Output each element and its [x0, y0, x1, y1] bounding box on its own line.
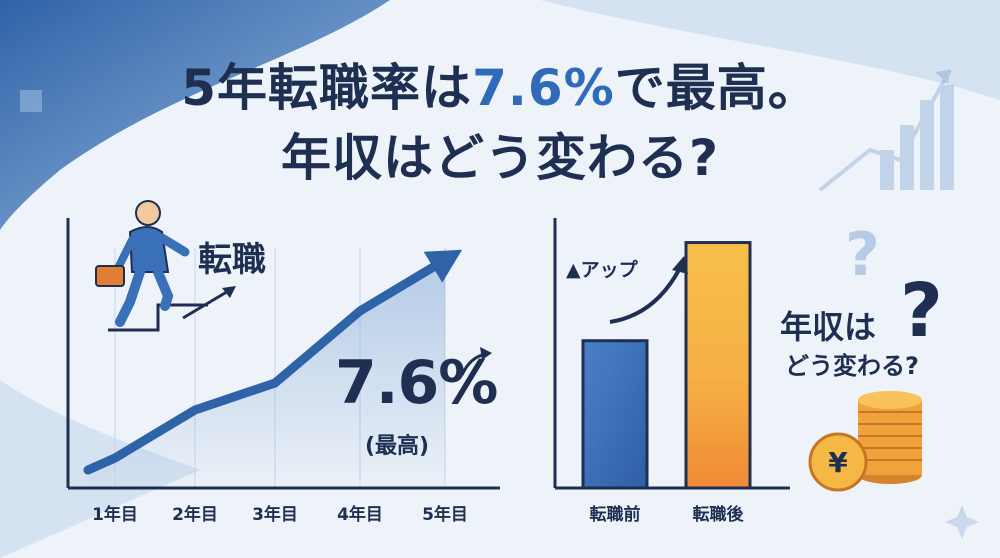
headline: 5年転職率は7.6%で最高。: [0, 48, 1000, 120]
briefcase-icon: [95, 265, 125, 287]
line-chart-x-tick: 2年目: [172, 505, 218, 525]
line-chart-point: [441, 256, 449, 264]
climbing-person-icon: [95, 200, 236, 332]
bg-shape-top-right: [540, 0, 1000, 100]
bg-question-icon: ?: [845, 220, 880, 290]
bg-shape-top-left: [0, 0, 390, 230]
line-chart-x-tick: 5年目: [422, 505, 468, 525]
line-chart-point: [356, 307, 364, 315]
coin-stack-icon: [858, 391, 922, 484]
bar-chart-x-tick: 転職前: [589, 505, 641, 525]
person-label: 転職: [198, 240, 266, 280]
up-label: ▲アップ: [566, 259, 638, 281]
big-question-mark: ?: [900, 268, 943, 354]
up-arrow-head-icon: [672, 256, 688, 274]
headline-text-2: で最高。: [614, 59, 819, 117]
up-arrow-icon: [609, 267, 682, 324]
bg-square: [20, 90, 42, 112]
line-chart-x-tick: 1年目: [92, 505, 138, 525]
rate-note: (最高): [365, 434, 430, 459]
question-line-2: どう変わる?: [785, 352, 919, 380]
line-chart-x-tick: 4年目: [337, 505, 383, 525]
bar-chart-bar: [684, 241, 752, 490]
line-chart-x-tick: 3年目: [252, 505, 298, 525]
headline-accent: 7.6%: [472, 59, 615, 117]
line-chart-series-line: [83, 255, 450, 475]
bg-mini-chart: [818, 69, 954, 192]
line-chart-arrow-head: [423, 249, 463, 283]
subheadline: 年収はどう変わる?: [280, 129, 719, 187]
question-line-1: 年収は: [780, 308, 877, 346]
line-chart-point: [271, 379, 279, 387]
line-chart-point: [111, 454, 119, 462]
bar-chart-x-tick: 転職後: [692, 505, 744, 525]
line-chart-points: [111, 256, 449, 462]
headline-text-1: 5年転職率は: [181, 59, 473, 117]
yen-coin-icon: [808, 432, 868, 492]
yen-symbol: ¥: [828, 446, 848, 479]
sparkle-icon: [945, 505, 979, 539]
bar-chart-bar: [581, 339, 649, 490]
line-chart-point: [191, 406, 199, 414]
